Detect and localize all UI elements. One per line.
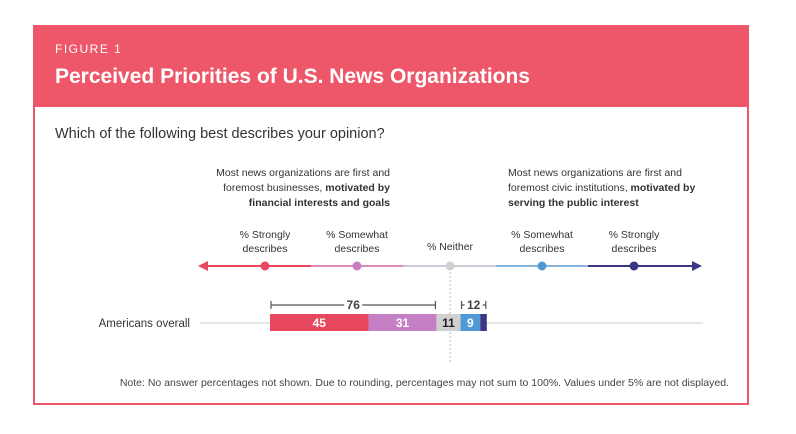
scale-axis bbox=[198, 261, 702, 271]
bracket-label-bg-1 bbox=[344, 297, 363, 311]
bracket-label-2: 12 bbox=[467, 298, 481, 312]
bar-segment-3 bbox=[436, 314, 461, 331]
bar-value-label-2: 31 bbox=[396, 316, 410, 330]
scale-point-label-3a: % Neither bbox=[427, 241, 474, 253]
survey-question: Which of the following best describes yo… bbox=[55, 126, 385, 142]
left-pole-line2: foremost businesses, motivated by bbox=[223, 182, 390, 194]
scale-dot-2 bbox=[352, 261, 362, 271]
bracket-label-1: 76 bbox=[347, 298, 361, 312]
scale-point-label-5b: describes bbox=[612, 243, 657, 255]
scale-arrow-left-icon bbox=[198, 261, 208, 271]
scale-arrow-right-icon bbox=[692, 261, 702, 271]
right-pole-line3: serving the public interest bbox=[508, 197, 639, 209]
right-pole-line2-bold: motivated by bbox=[631, 182, 696, 194]
figure-label: FIGURE 1 bbox=[55, 42, 123, 56]
scale-point-label-4a: % Somewhat bbox=[511, 229, 573, 241]
scale-labels: % Strongly describes % Somewhat describe… bbox=[240, 229, 661, 255]
left-pole-line3: financial interests and goals bbox=[249, 197, 390, 209]
scale-dot-1 bbox=[260, 261, 270, 271]
scale-point-label-4b: describes bbox=[520, 243, 565, 255]
right-pole-line1: Most news organizations are first and bbox=[508, 167, 682, 179]
scale-point-label-5a: % Strongly bbox=[609, 229, 661, 241]
scale-point-label-2a: % Somewhat bbox=[326, 229, 388, 241]
left-pole-line2-plain: foremost businesses, bbox=[223, 182, 325, 194]
bar-segment-1 bbox=[270, 314, 369, 331]
left-pole-line1: Most news organizations are first and bbox=[216, 167, 390, 179]
right-pole-line2-plain: foremost civic institutions, bbox=[508, 182, 631, 194]
right-pole-line2: foremost civic institutions, motivated b… bbox=[508, 182, 695, 194]
bar-segment-4 bbox=[460, 314, 481, 331]
scale-dot-5 bbox=[629, 261, 639, 271]
bar-value-label-3: 11 bbox=[442, 316, 455, 330]
category-label: Americans overall bbox=[99, 318, 190, 330]
figure-frame: FIGURE 1 Perceived Priorities of U.S. Ne… bbox=[33, 25, 749, 405]
figure-title: Perceived Priorities of U.S. News Organi… bbox=[55, 65, 530, 88]
bracket-label-bg-2 bbox=[464, 297, 483, 311]
stacked-bar: 45 31 11 9 bbox=[270, 314, 487, 331]
figure-header: FIGURE 1 Perceived Priorities of U.S. Ne… bbox=[35, 27, 747, 107]
chart-note: Note: No answer percentages not shown. D… bbox=[119, 377, 729, 389]
scale-dot-3 bbox=[445, 261, 455, 271]
scale-point-label-2b: describes bbox=[335, 243, 380, 255]
scale-point-label-1a: % Strongly bbox=[240, 229, 292, 241]
bar-value-label-4: 9 bbox=[467, 316, 474, 330]
bar-segment-5 bbox=[480, 314, 487, 331]
bar-segment-2 bbox=[368, 314, 437, 331]
scale-point-label-1b: describes bbox=[243, 243, 288, 255]
scale-dot-4 bbox=[537, 261, 547, 271]
left-pole-line2-bold: motivated by bbox=[325, 182, 390, 194]
bar-brackets: 76 12 bbox=[270, 297, 487, 312]
bar-value-label-1: 45 bbox=[313, 316, 327, 330]
